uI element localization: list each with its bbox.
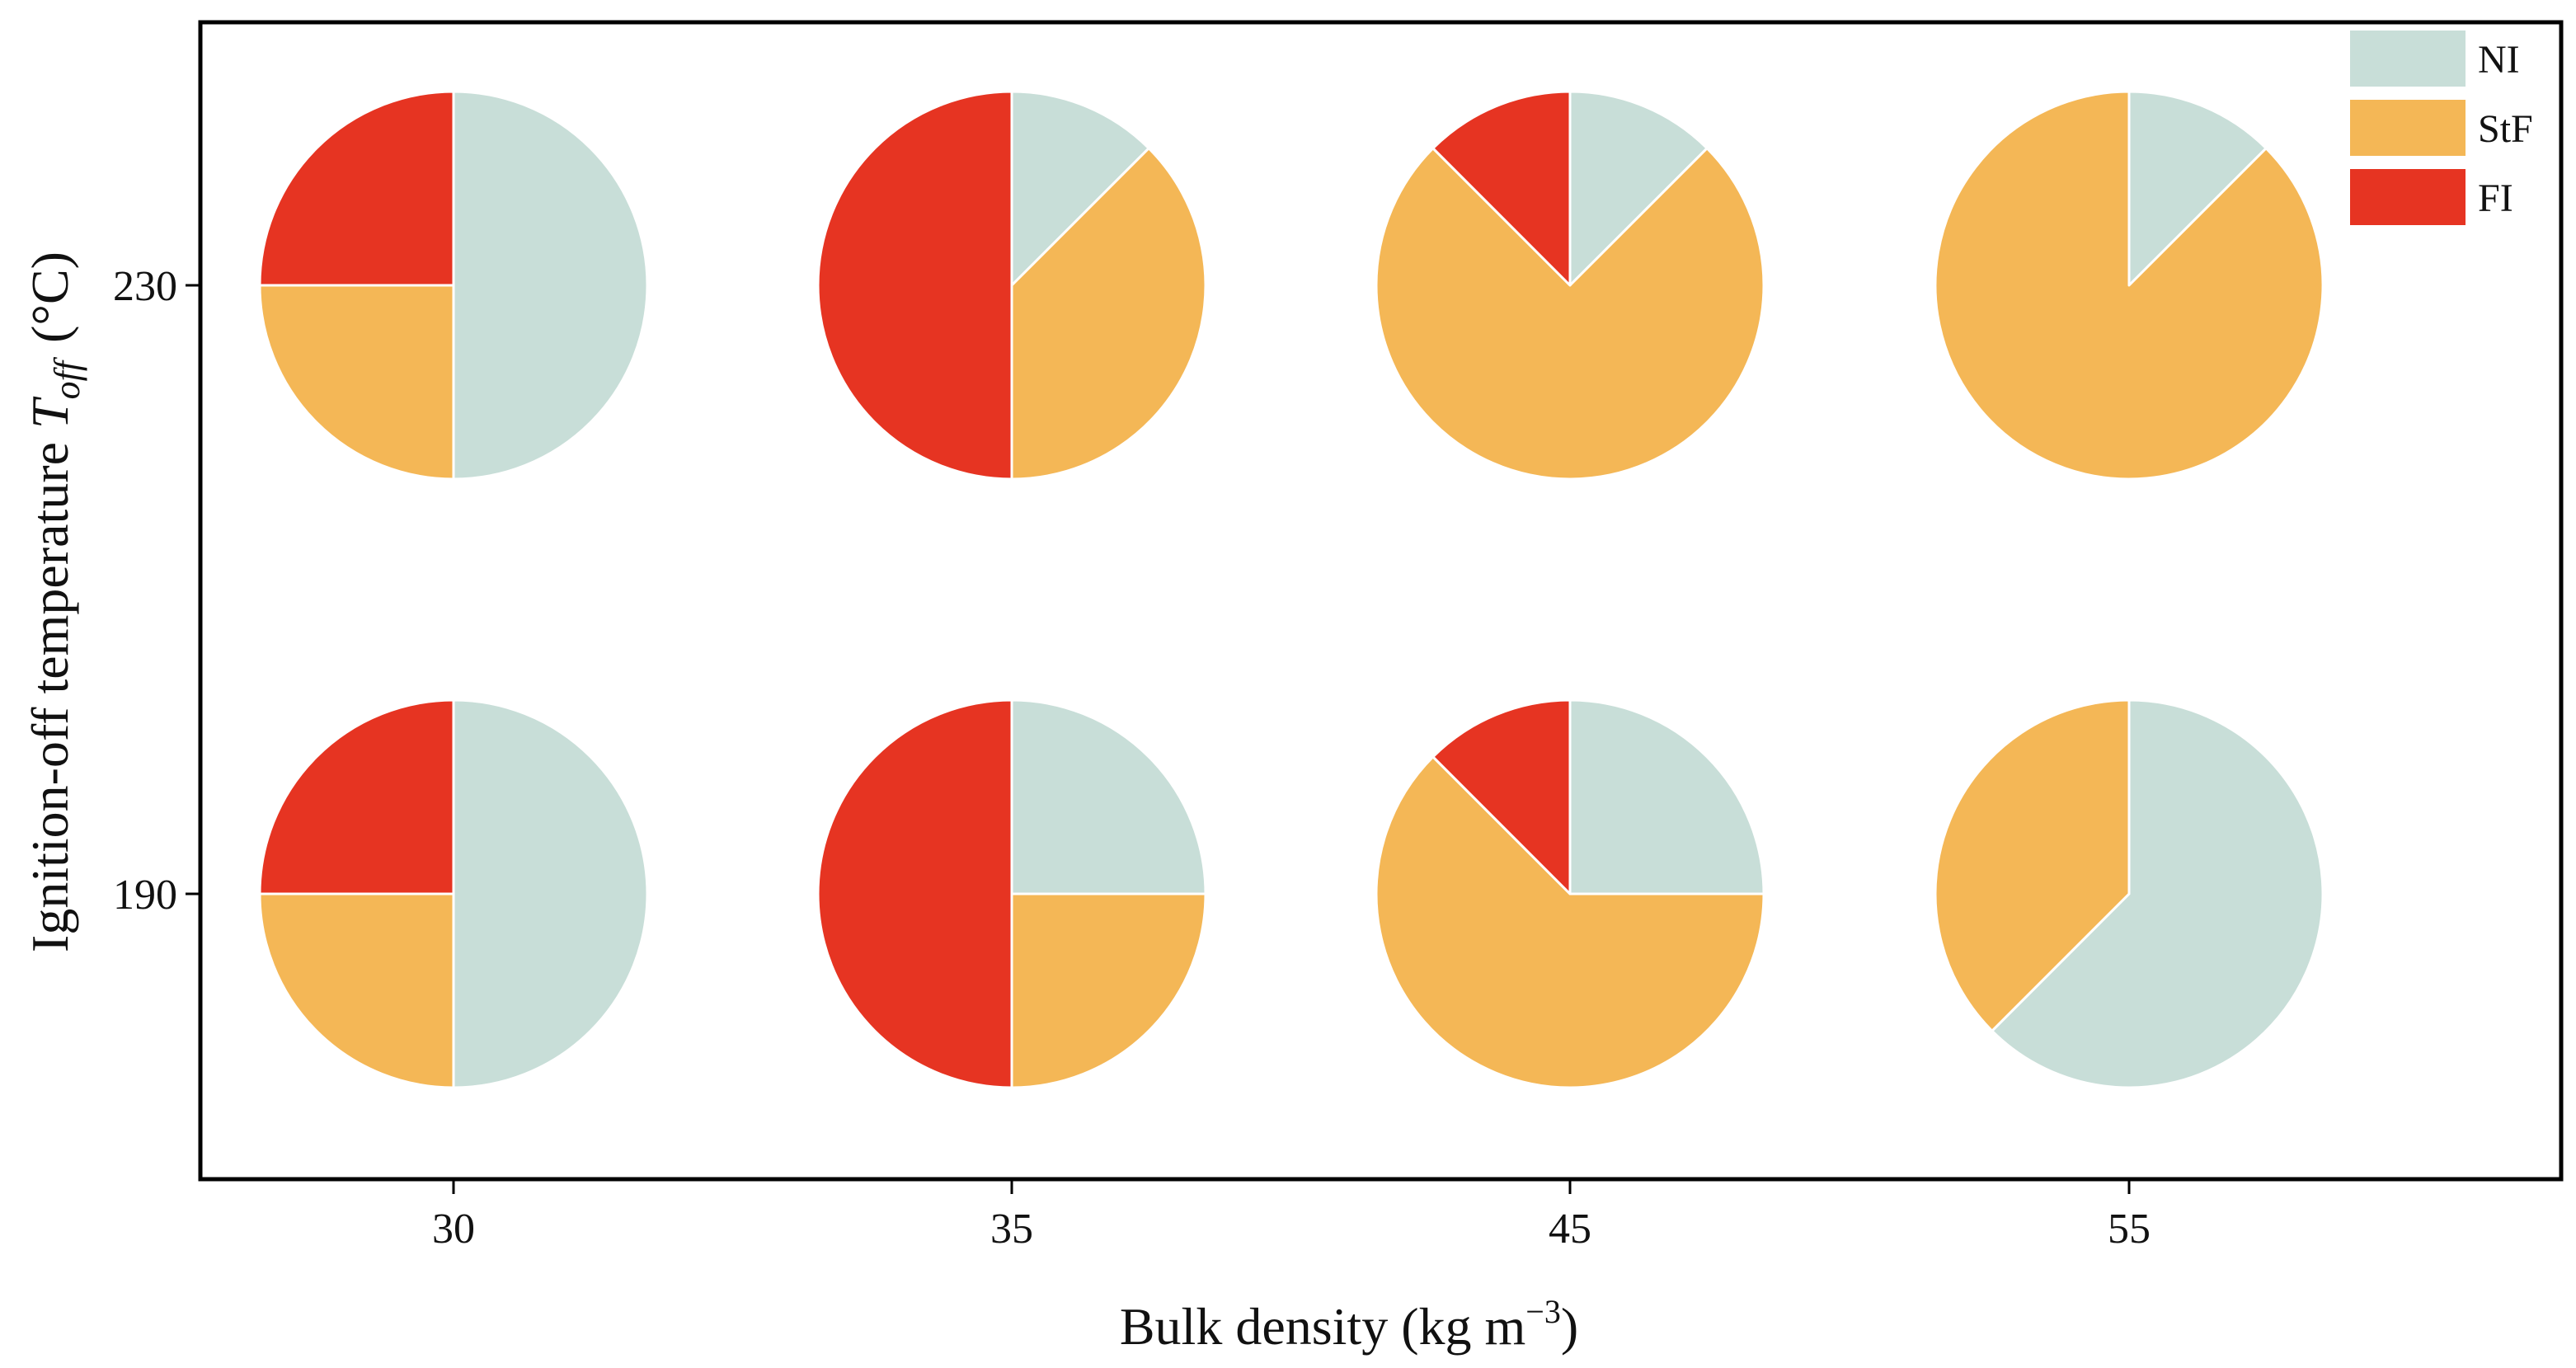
pie-35-230 <box>816 90 1207 481</box>
pie-55-230 <box>1934 90 2325 481</box>
ticks-layer: 30 35 45 55 230 190 <box>113 263 2151 1253</box>
pie-slice-fi-30-230 <box>258 90 455 287</box>
pie-slice-ni-45-190 <box>1568 698 1765 896</box>
pie-slice-ni-30-230 <box>452 90 649 481</box>
pie-slice-stf-35-230 <box>1010 147 1207 481</box>
pie-slice-stf-45-230 <box>1375 147 1765 481</box>
pie-35-190 <box>816 698 1207 1089</box>
legend-label-stf: StF <box>2478 107 2533 151</box>
pie-45-230 <box>1375 90 1765 481</box>
pie-slice-stf-35-190 <box>1010 892 1207 1089</box>
y-tick-label-190: 190 <box>113 872 177 919</box>
pie-slice-stf-30-230 <box>258 284 455 481</box>
legend-label-ni: NI <box>2478 38 2520 82</box>
x-tick-label-55: 55 <box>2108 1206 2151 1253</box>
pie-slice-fi-35-190 <box>816 698 1013 1089</box>
pie-55-190 <box>1934 698 2325 1089</box>
y-axis-title-symbol: T <box>21 396 79 429</box>
pie-slice-ni-55-230 <box>2127 90 2268 287</box>
x-tick-label-45: 45 <box>1549 1206 1591 1253</box>
pie-slice-ni-45-230 <box>1568 90 1709 287</box>
pie-45-190 <box>1375 698 1765 1089</box>
legend: NI StF FI <box>2350 31 2533 225</box>
x-tick-label-30: 30 <box>432 1206 475 1253</box>
pie-slice-stf-55-190 <box>1934 698 2131 1032</box>
legend-swatch-fi <box>2350 169 2466 225</box>
legend-swatch-stf <box>2350 100 2466 156</box>
pie-slice-fi-30-190 <box>258 698 455 896</box>
legend-label-fi: FI <box>2478 176 2513 220</box>
pie-slice-fi-45-190 <box>1431 698 1572 896</box>
pie-slice-ni-35-190 <box>1010 698 1207 896</box>
pie-slice-ni-30-190 <box>452 698 649 1089</box>
pie-slice-stf-30-190 <box>258 892 455 1089</box>
x-axis-title: Bulk density (kg m−3) <box>1120 1293 1578 1356</box>
pie-30-190 <box>258 698 649 1089</box>
y-tick-label-230: 230 <box>113 263 177 310</box>
y-axis-title-subscript: off <box>47 356 87 399</box>
legend-swatch-ni <box>2350 31 2466 87</box>
pie-30-230 <box>258 90 649 481</box>
pie-slice-fi-45-230 <box>1431 90 1572 287</box>
pie-slice-fi-35-230 <box>816 90 1013 481</box>
pie-slice-ni-55-190 <box>1991 698 2325 1089</box>
x-tick-label-35: 35 <box>990 1206 1033 1253</box>
y-axis-title: Ignition-off temperature Toff(°C) <box>21 252 87 952</box>
x-axis-title-superscript: −3 <box>1525 1293 1561 1330</box>
pie-slice-ni-35-230 <box>1010 90 1150 287</box>
plot-frame <box>198 20 2564 1182</box>
pies-layer <box>258 90 2325 1089</box>
pie-slice-stf-45-190 <box>1375 755 1765 1089</box>
pie-slice-stf-55-230 <box>1934 90 2325 481</box>
